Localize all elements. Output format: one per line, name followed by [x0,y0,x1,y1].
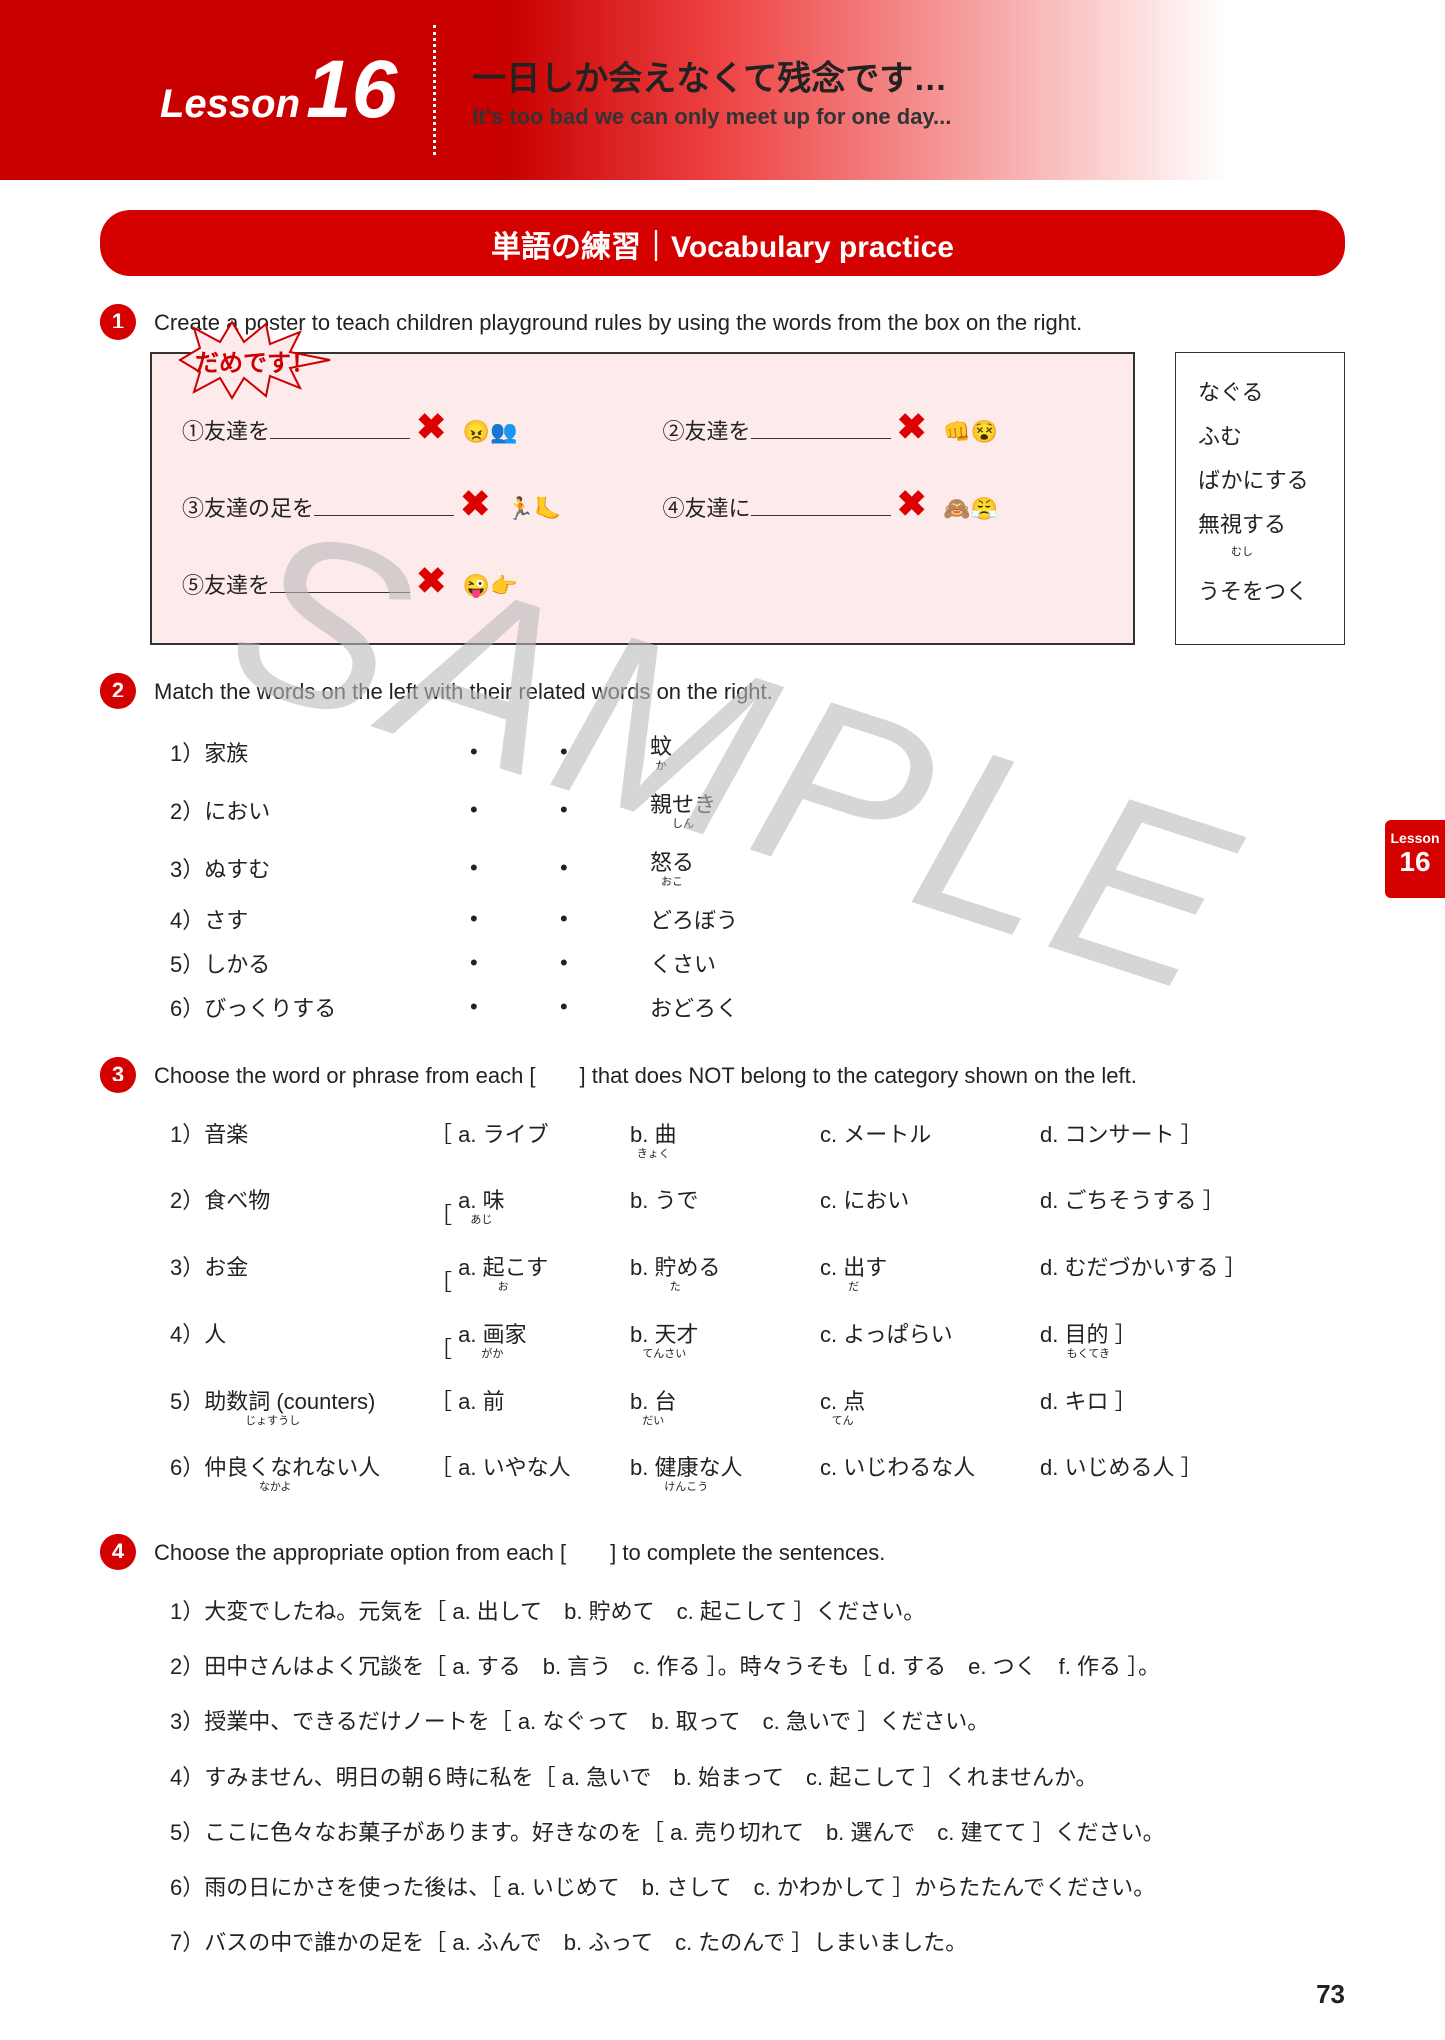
q1-body: だめです！ ①友達を ✖😠👥 ②友達を ✖👊😵 ③友達の足を ✖🏃🦶 ④友達に … [150,352,1345,645]
title-jp: 一日しか会えなくて残念です… [472,51,951,100]
match-row: 4）さす••どろぼう [170,897,1345,941]
wb-5: うそをつく [1198,570,1322,614]
wb-1: なぐる [1198,371,1322,415]
question-3: 3 Choose the word or phrase from each [ … [100,1057,1345,1093]
question-2: 2 Match the words on the left with their… [100,673,1345,709]
q3-row: 6）仲良くなれない人なかよ［ a. いやな人b. 健康な人けんこうc. いじわる… [170,1440,1345,1506]
starburst: だめです！ [170,320,340,400]
side-tab: Lesson 16 [1385,820,1445,898]
q4-line: 5）ここに色々なお菓子があります。好きなのを［ a. 売り切れて b. 選んで … [170,1805,1345,1860]
lesson-number: 16 [306,43,397,137]
q4-line: 7）バスの中で誰かの足を［ a. ふんで b. ふって c. たのんで ］しまい… [170,1915,1345,1970]
poster-box: だめです！ ①友達を ✖😠👥 ②友達を ✖👊😵 ③友達の足を ✖🏃🦶 ④友達に … [150,352,1135,645]
wb-3: ばかにする [1198,459,1322,503]
lesson-word: Lesson [160,82,300,127]
q4-line: 2）田中さんはよく冗談を［ a. する b. 言う c. 作る ］。時々うそも［… [170,1639,1345,1694]
wb-2: ふむ [1198,415,1322,459]
prompt-3: ③友達の足を ✖🏃🦶 [182,483,633,542]
side-tab-num: 16 [1385,846,1445,878]
q3-row: 4）人［ a. 画家がかb. 天才てんさいc. よっぱらいd. 目的 ］もくてき [170,1307,1345,1374]
lesson-label: Lesson 16 [160,43,397,137]
header-titles: 一日しか会えなくて残念です… It's too bad we can only … [472,51,951,130]
q3-row: 1）音楽［ a. ライブb. 曲きょくc. メートルd. コンサート ］ [170,1107,1345,1173]
q4-line: 1）大変でしたね。元気を［ a. 出して b. 貯めて c. 起こして ］くださ… [170,1584,1345,1639]
match-row: 1）家族••蚊か [170,723,1345,781]
q4-line: 4）すみません、明日の朝６時に私を［ a. 急いで b. 始まって c. 起こし… [170,1750,1345,1805]
question-4: 4 Choose the appropriate option from eac… [100,1534,1345,1570]
side-tab-label: Lesson [1390,830,1439,846]
page-number: 73 [1316,1979,1345,2010]
q4-list: 1）大変でしたね。元気を［ a. 出して b. 貯めて c. 起こして ］くださ… [170,1584,1345,1970]
match-row: 5）しかる••くさい [170,941,1345,985]
starburst-text: だめです！ [195,343,315,378]
poster-grid: ①友達を ✖😠👥 ②友達を ✖👊😵 ③友達の足を ✖🏃🦶 ④友達に ✖🙈😤 ⑤友… [182,406,1113,619]
q3-row: 2）食べ物［ a. 味あじb. うでc. においd. ごちそうする ］ [170,1173,1345,1240]
prompt-4: ④友達に ✖🙈😤 [663,483,1114,542]
q3-text: Choose the word or phrase from each [ ] … [154,1057,1345,1092]
q4-line: 6）雨の日にかさを使った後は、［ a. いじめて b. さして c. かわかして… [170,1860,1345,1915]
match-row: 3）ぬすむ••怒るおこ [170,839,1345,897]
lesson-header: Lesson 16 一日しか会えなくて残念です… It's too bad we… [0,0,1445,180]
prompt-1: ①友達を ✖😠👥 [182,406,633,465]
q2-text: Match the words on the left with their r… [154,673,1345,708]
q3-table: 1）音楽［ a. ライブb. 曲きょくc. メートルd. コンサート ］2）食べ… [170,1107,1345,1506]
q1-number: 1 [100,304,136,340]
q3-number: 3 [100,1057,136,1093]
q3-row: 5）助数詞 (counters)じょすうし［ a. 前b. 台だいc. 点てんd… [170,1374,1345,1440]
prompt-5: ⑤友達を ✖😜👉 [182,560,633,619]
title-en: It's too bad we can only meet up for one… [472,104,951,130]
q4-line: 3）授業中、できるだけノートを［ a. なぐって b. 取って c. 急いで ］… [170,1694,1345,1749]
wb-4: 無視するむし [1198,503,1322,570]
q2-table: 1）家族••蚊か 2）におい••親せきしん 3）ぬすむ••怒るおこ 4）さす••… [170,723,1345,1029]
page-content: 単語の練習｜Vocabulary practice 1 Create a pos… [0,180,1445,1970]
word-box: なぐる ふむ ばかにする 無視するむし うそをつく [1175,352,1345,645]
prompt-2: ②友達を ✖👊😵 [663,406,1114,465]
q4-number: 4 [100,1534,136,1570]
header-divider [433,25,436,155]
match-row: 2）におい••親せきしん [170,781,1345,839]
q4-text: Choose the appropriate option from each … [154,1534,1345,1569]
section-banner: 単語の練習｜Vocabulary practice [100,210,1345,276]
match-row: 6）びっくりする••おどろく [170,985,1345,1029]
q3-row: 3）お金［ a. 起こすおb. 貯めるたc. 出すだd. むだづかいする ］ [170,1240,1345,1307]
q2-number: 2 [100,673,136,709]
